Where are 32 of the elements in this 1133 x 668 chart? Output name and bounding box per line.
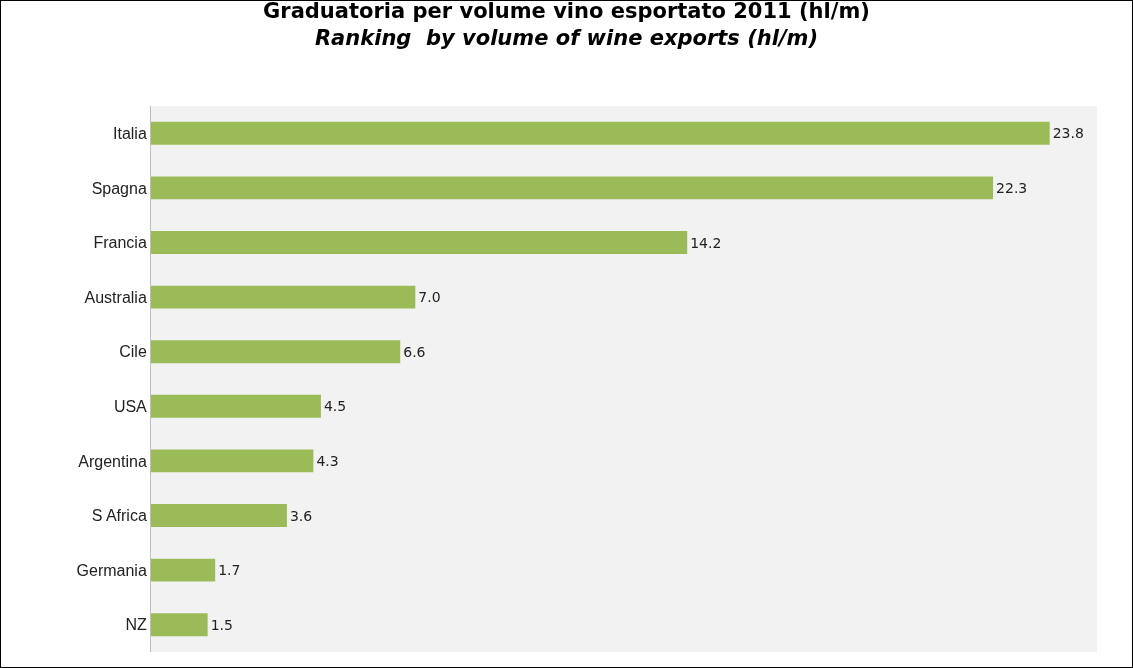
data-label: 14.2 [690, 234, 722, 251]
y-tick-label: S Africa [91, 507, 147, 525]
data-label: 22.3 [996, 179, 1028, 196]
y-tick-label: Germania [76, 561, 147, 579]
bar [151, 231, 688, 254]
data-label: 4.5 [323, 398, 347, 415]
chart-subtitle: Ranking by volume of wine exports (hl/m) [314, 25, 819, 50]
data-label: 6.6 [403, 343, 426, 360]
chart-title: Graduatoria per volume vino esportato 2011 (hl/m) [263, 0, 870, 23]
data-label: 4.3 [316, 452, 339, 469]
bar [151, 285, 416, 309]
data-label: 1.5 [210, 616, 233, 633]
y-tick-label: USA [113, 397, 148, 415]
bar [151, 613, 208, 637]
bar [151, 394, 321, 418]
y-tick-label: Spagna [91, 179, 147, 197]
y-tick-label: Cile [119, 343, 147, 361]
y-tick-label: Francia [93, 234, 147, 252]
bar [151, 504, 287, 527]
y-tick-label: NZ [125, 616, 148, 634]
data-label: 23.8 [1052, 125, 1084, 142]
data-label: 7.0 [418, 289, 441, 306]
data-label: 3.6 [289, 507, 313, 524]
y-tick-label: Australia [84, 288, 147, 306]
y-tick-label: Italia [113, 124, 147, 142]
bar [151, 121, 1050, 145]
bar [151, 176, 994, 200]
y-tick-label: Argentina [78, 452, 147, 470]
data-label: 1.7 [218, 562, 241, 579]
bar [151, 340, 401, 364]
bar [151, 558, 216, 582]
bar [151, 449, 314, 473]
